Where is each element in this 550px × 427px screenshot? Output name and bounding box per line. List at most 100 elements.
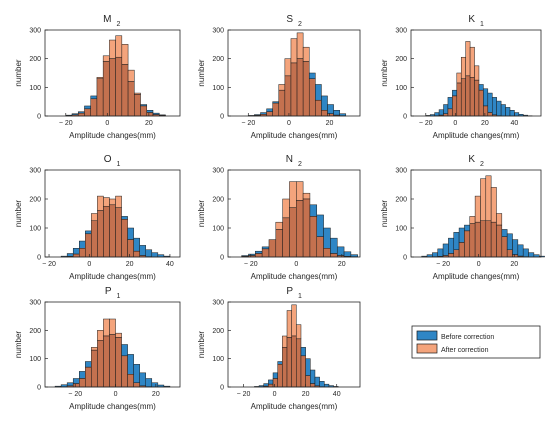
bar-before-correction	[79, 371, 86, 379]
bar-overlap	[323, 248, 331, 258]
bar-overlap	[469, 77, 475, 117]
x-tick-label: 0	[477, 261, 481, 268]
bar-after-correction	[474, 195, 481, 223]
axes-box	[44, 29, 181, 117]
bar-overlap	[315, 99, 322, 117]
bar-after-correction	[121, 44, 129, 65]
bar-overlap	[300, 355, 306, 388]
bar-after-correction	[469, 46, 475, 78]
bar-before-correction	[501, 229, 508, 237]
bar-before-correction	[300, 347, 306, 357]
bar-overlap	[483, 105, 489, 117]
x-tick-label: 0	[105, 120, 109, 127]
bar-before-correction	[72, 378, 80, 384]
bar-overlap	[103, 206, 110, 258]
y-axis-label: number	[197, 200, 206, 227]
bar-after-correction	[109, 198, 116, 206]
bar-before-correction	[146, 110, 154, 113]
histogram-panel: 0 100 200 300 − 20 0 20 Amplitude changes(mm) nu…	[197, 14, 361, 140]
x-axis-label: Amplitude changes(mm)	[69, 402, 156, 411]
bar-before-correction	[452, 89, 458, 97]
panel-title-subscript: 2	[480, 161, 484, 168]
bar-before-correction	[333, 110, 340, 116]
x-tick-label: − 20	[59, 120, 73, 127]
bar-overlap	[296, 338, 302, 388]
bar-before-correction	[133, 237, 140, 252]
bar-before-correction	[447, 97, 453, 110]
bar-overlap	[90, 98, 98, 117]
bar-before-correction	[309, 204, 318, 217]
bar-overlap	[72, 253, 80, 258]
bar-overlap	[79, 248, 86, 258]
bar-before-correction	[321, 95, 328, 111]
bar-overlap	[133, 250, 140, 258]
bar-before-correction	[514, 112, 520, 117]
y-tick-label: 200	[212, 197, 224, 204]
bar-before-correction	[438, 109, 444, 116]
panel-title-subscript: 1	[480, 21, 484, 28]
bar-before-correction	[478, 84, 484, 91]
x-axis-label: Amplitude changes(mm)	[251, 402, 338, 411]
bar-overlap	[261, 248, 270, 258]
bar-overlap	[77, 112, 85, 117]
bar-overlap	[272, 102, 280, 117]
bar-before-correction	[255, 250, 263, 254]
bar-after-correction	[291, 304, 297, 337]
bar-before-correction	[266, 108, 273, 112]
bar-overlap	[278, 89, 286, 117]
bar-overlap	[115, 337, 122, 388]
bar-overlap	[97, 210, 104, 258]
y-tick-label: 100	[212, 85, 224, 92]
x-tick-label: 0	[294, 261, 298, 268]
y-axis-label: number	[380, 59, 389, 86]
bar-before-correction	[145, 378, 153, 387]
axes-box	[227, 29, 361, 117]
bar-after-correction	[289, 181, 297, 208]
bar-before-correction	[316, 214, 324, 237]
bar-before-correction	[343, 251, 352, 257]
bar-before-correction	[314, 376, 320, 387]
bar-overlap	[305, 375, 311, 388]
bar-before-correction	[319, 381, 325, 387]
x-tick-label: 20	[510, 261, 518, 268]
bar-before-correction	[505, 107, 511, 117]
bar-after-correction	[284, 58, 292, 77]
bar-before-correction	[324, 383, 330, 388]
bar-before-correction	[72, 248, 80, 255]
bar-after-correction	[97, 195, 104, 211]
bar-after-correction	[282, 198, 290, 219]
bar-after-correction	[127, 69, 135, 82]
bar-overlap	[310, 383, 316, 388]
y-tick-label: 300	[212, 300, 224, 307]
x-tick-label: − 20	[237, 391, 251, 398]
x-tick-label: 20	[302, 391, 310, 398]
bar-overlap	[302, 198, 311, 258]
panel-title: M	[103, 14, 111, 25]
bar-before-correction	[512, 239, 519, 255]
bar-before-correction	[453, 232, 460, 251]
bar-before-correction	[139, 372, 146, 387]
y-tick-label: 100	[29, 226, 41, 233]
bar-before-correction	[151, 252, 159, 258]
x-axis-label: Amplitude changes(mm)	[433, 131, 520, 140]
bar-before-correction	[66, 253, 74, 257]
bar-before-correction	[350, 254, 358, 257]
y-tick-label: 200	[29, 197, 41, 204]
bar-overlap	[465, 75, 471, 117]
bar-overlap	[109, 204, 116, 258]
y-tick-label: 100	[395, 226, 407, 233]
bar-before-correction	[442, 243, 449, 256]
bar-before-correction	[263, 383, 269, 387]
bar-after-correction	[103, 197, 110, 207]
legend-swatch-before	[416, 330, 438, 341]
y-tick-label: 100	[212, 226, 224, 233]
bar-after-correction	[496, 213, 503, 226]
bar-before-correction	[483, 88, 489, 107]
x-tick-label: 20	[338, 261, 346, 268]
y-tick-label: 300	[29, 168, 41, 175]
bar-before-correction	[121, 344, 128, 357]
bar-before-correction	[487, 92, 493, 113]
bar-overlap	[97, 340, 104, 388]
